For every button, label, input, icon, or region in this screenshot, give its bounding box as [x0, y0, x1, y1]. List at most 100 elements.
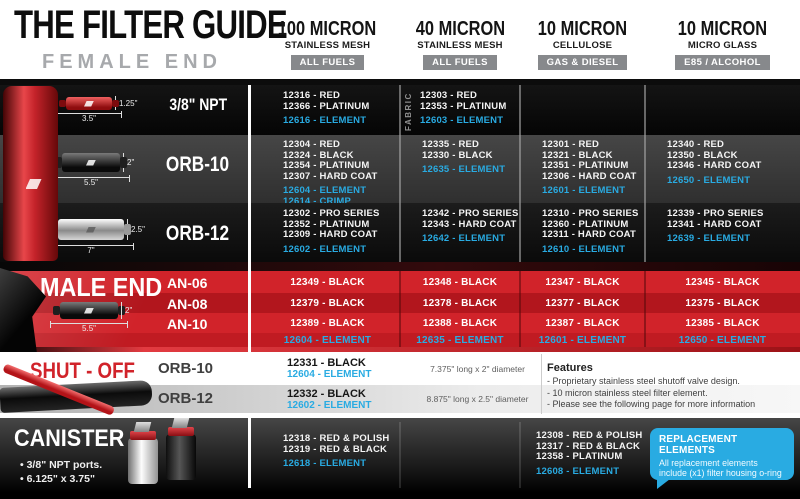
part-list: 12335 - RED 12330 - BLACK	[422, 139, 520, 161]
shutoff-row-label: ORB-12	[158, 390, 214, 407]
section-canister: CANISTER • 3/8" NPT ports. • 6.125" x 3.7…	[0, 418, 800, 499]
parts-cell-40micron: 12303 - RED 12353 - PLATINUM 12603 - ELEM…	[400, 85, 520, 135]
row-female-orb10: 5.5" 2" ORB-10 12304 - RED 12324 - BLACK 1…	[0, 135, 800, 217]
fuel-badge: ALL FUELS	[290, 55, 365, 70]
dimension-length: 5.5"	[52, 175, 130, 188]
row-label-text: 3/8" NPT	[169, 95, 227, 114]
part-number: 12388 - BLACK	[422, 317, 498, 329]
part-number: 12379 - BLACK	[290, 297, 365, 309]
page-title: THE FILTER GUIDE	[14, 4, 364, 46]
parts-cell-10micron-microglass: 12339 - PRO SERIES 12341 - HARD COAT 1263…	[645, 203, 800, 262]
media-label: STAINLESS MESH	[417, 40, 503, 51]
part-number: 12307 - HARD COAT	[283, 170, 378, 182]
brand-mark-icon	[86, 159, 96, 166]
orb10-filter-photo	[55, 153, 127, 172]
part-number: 12387 - BLACK	[545, 317, 620, 329]
part-number: 12324 - BLACK	[283, 149, 354, 161]
column-header-40-micron: 40 MICRON STAINLESS MESH ALL FUELS	[400, 19, 520, 70]
part-number: 12339 - PRO SERIES	[667, 208, 764, 219]
column-divider	[519, 203, 521, 262]
part-number: 12358 - PLATINUM	[536, 451, 623, 462]
column-divider	[519, 135, 521, 203]
part-number: 12321 - BLACK	[542, 149, 613, 161]
callout-body: All replacement elements include (x1) fi…	[659, 458, 782, 478]
row-female-npt: 3.5" 1.25" 3/8" NPT FABRIC 12316 - RED 12…	[0, 85, 800, 135]
element-list: 12616 - ELEMENT	[283, 115, 400, 127]
part-list: 12302 - PRO SERIES 12352 - PLATINUM 12309 …	[283, 208, 400, 241]
element-part-number: 12618 - ELEMENT	[283, 458, 367, 469]
element-list: 12642 - ELEMENT	[422, 233, 520, 245]
part-number: 12352 - PLATINUM	[283, 218, 370, 230]
row-label: ORB-10	[148, 153, 248, 177]
part-number: 12332 - BLACK	[287, 388, 366, 400]
column-header-10-micron-cellulose: 10 MICRON CELLULOSE GAS & DIESEL	[520, 19, 645, 70]
part-number: 12360 - PLATINUM	[542, 218, 629, 230]
part-number: 12351 - PLATINUM	[542, 160, 629, 171]
element-list: 12635 - ELEMENT	[422, 164, 520, 176]
shut-off-label-text: SHUT - OFF	[30, 358, 135, 383]
part-number: 12317 - RED & BLACK	[536, 440, 641, 452]
shutoff-dimensions: 7.375" long x 2" diameter	[430, 364, 525, 374]
element-part-number: 12603 - ELEMENT	[420, 115, 504, 126]
canister-spec: • 6.125" x 3.75"	[20, 473, 95, 485]
element-part-number: 12635 - ELEMENT	[416, 334, 504, 346]
element-part-number: 12601 - ELEMENT	[542, 185, 626, 196]
parts-cell-10micron-cellulose: 12308 - RED & POLISH 12317 - RED & BLACK 1…	[520, 418, 650, 499]
micron-text: 10 MICRON	[677, 18, 768, 40]
male-top-bar	[0, 262, 800, 271]
part-number: 12348 - BLACK	[422, 276, 498, 288]
male-sheen-overlay	[0, 271, 255, 347]
column-header-10-micron-microglass: 10 MICRON MICRO GLASS E85 / ALCOHOL	[645, 19, 800, 70]
part-number: 12366 - PLATINUM	[283, 100, 370, 112]
part-number: 12308 - RED & POLISH	[536, 430, 643, 441]
part-number: 12340 - RED	[667, 139, 725, 150]
part-number: 12343 - HARD COAT	[422, 218, 517, 230]
npt-filter-photo	[59, 97, 119, 110]
label-column-divider	[248, 85, 251, 352]
part-list: 12342 - PRO SERIES 12343 - HARD COAT	[422, 208, 520, 230]
product-photo-red-filter	[3, 86, 58, 261]
parts-cell-100micron: 12302 - PRO SERIES 12352 - PLATINUM 12309 …	[255, 203, 400, 262]
brand-mark-icon	[25, 179, 42, 189]
part-number: 12345 - BLACK	[685, 276, 760, 288]
element-part-number: 12616 - ELEMENT	[283, 115, 367, 126]
part-number: 12306 - HARD COAT	[542, 170, 637, 182]
part-list: 12303 - RED 12353 - PLATINUM	[420, 90, 520, 112]
brand-mark-icon	[86, 226, 96, 233]
media-label: STAINLESS MESH	[284, 40, 371, 51]
element-list: 12602 - ELEMENT	[283, 244, 400, 256]
parts-cell-100micron: 12318 - RED & POLISH 12319 - RED & BLACK …	[255, 418, 400, 499]
element-part-number: 12601 - ELEMENT	[538, 334, 627, 346]
parts-cell-10micron-cellulose: 12301 - RED 12321 - BLACK 12351 - PLATINUM…	[520, 135, 645, 203]
feature-item: - 10 micron stainless steel filter eleme…	[547, 387, 708, 398]
row-label-text: ORB-10	[166, 153, 230, 176]
micron-label: 100 MICRON	[255, 19, 400, 40]
part-number: 12301 - RED	[542, 139, 600, 150]
features-title: Features	[547, 362, 593, 374]
part-number: 12311 - HARD COAT	[542, 229, 637, 240]
row-label: 3/8" NPT	[148, 95, 248, 115]
element-list: 12608 - ELEMENT	[536, 466, 650, 478]
features-list: - Proprietary stainless steel shutoff va…	[547, 376, 792, 411]
shutoff-parts-orb12: 12332 - BLACK 12602 - ELEMENT	[287, 388, 371, 412]
column-divider	[644, 135, 646, 203]
part-number: 12335 - RED	[422, 139, 480, 150]
part-number: 12341 - HARD COAT	[667, 218, 762, 230]
section-male-end: 12349 - BLACK 12348 - BLACK 12347 - BLAC…	[0, 262, 800, 352]
column-divider	[644, 203, 646, 262]
shutoff-dimensions: 8.875" long x 2.5" diameter	[426, 394, 529, 404]
male-end-label-text: MALE END	[40, 272, 163, 302]
replacement-elements-callout: REPLACEMENT ELEMENTS All replacement ele…	[650, 428, 794, 489]
dimension-diameter: 2"	[121, 302, 132, 319]
part-number: 12375 - BLACK	[685, 297, 760, 309]
micron-text: 100 MICRON	[278, 18, 377, 40]
part-number: 12318 - RED & POLISH	[283, 433, 390, 444]
part-number: 12309 - HARD COAT	[283, 229, 378, 240]
canister-label-text: CANISTER	[14, 425, 125, 452]
element-part-number: 12635 - ELEMENT	[422, 164, 506, 175]
media-label: CELLULOSE	[552, 40, 613, 51]
product-photo-canister-black	[166, 427, 196, 480]
part-number: 12330 - BLACK	[422, 149, 493, 161]
part-number: 12304 - RED	[283, 139, 341, 150]
